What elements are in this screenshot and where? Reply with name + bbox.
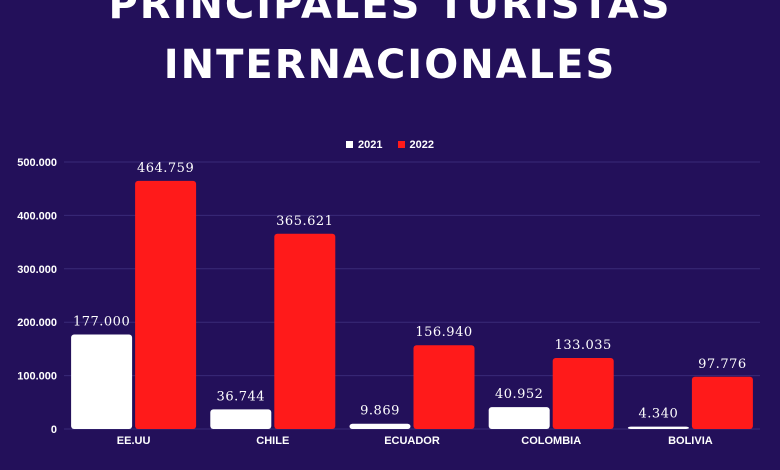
data-label: 177.000 bbox=[73, 314, 130, 329]
data-label: 97.776 bbox=[698, 357, 747, 372]
bar bbox=[135, 180, 197, 429]
data-label: 365.621 bbox=[276, 214, 333, 229]
x-tick-label: CHILE bbox=[256, 435, 289, 447]
x-tick-label: BOLIVIA bbox=[668, 435, 713, 447]
data-label: 156.940 bbox=[415, 325, 472, 340]
y-tick-label: 500.000 bbox=[17, 157, 57, 169]
chart-legend: 2021 2022 bbox=[0, 139, 780, 151]
data-label: 133.035 bbox=[555, 338, 612, 353]
bar bbox=[691, 376, 753, 429]
legend-label-2021: 2021 bbox=[357, 139, 383, 151]
x-tick-label: EE.UU bbox=[117, 435, 151, 447]
legend-item-2022: 2022 bbox=[397, 139, 435, 151]
data-label: 464.759 bbox=[137, 161, 194, 176]
bar bbox=[274, 233, 336, 429]
bar bbox=[552, 357, 614, 429]
y-tick-label: 100.000 bbox=[17, 371, 57, 383]
bar bbox=[210, 409, 272, 429]
legend-item-2021: 2021 bbox=[345, 139, 383, 151]
data-label: 9.869 bbox=[360, 404, 400, 419]
x-tick-label: ECUADOR bbox=[384, 435, 440, 447]
legend-label-2022: 2022 bbox=[409, 139, 435, 151]
y-tick-label: 400.000 bbox=[17, 210, 57, 222]
bar bbox=[349, 423, 411, 429]
data-label: 4.340 bbox=[639, 407, 679, 422]
bar bbox=[488, 407, 550, 429]
data-label: 36.744 bbox=[217, 389, 266, 404]
y-tick-label: 300.000 bbox=[17, 264, 57, 276]
data-label: 40.952 bbox=[495, 387, 544, 402]
legend-swatch-2022 bbox=[397, 141, 405, 148]
chart-title-line-1: PRINCIPALES TURISTAS bbox=[108, 0, 672, 28]
bar bbox=[627, 426, 689, 429]
bar bbox=[413, 345, 475, 429]
y-tick-label: 200.000 bbox=[17, 317, 57, 329]
y-tick-label: 0 bbox=[51, 424, 57, 436]
x-tick-label: COLOMBIA bbox=[521, 435, 581, 447]
chart-title-line-2: INTERNACIONALES bbox=[163, 42, 617, 88]
legend-swatch-2021 bbox=[345, 141, 353, 148]
bar bbox=[71, 334, 133, 429]
